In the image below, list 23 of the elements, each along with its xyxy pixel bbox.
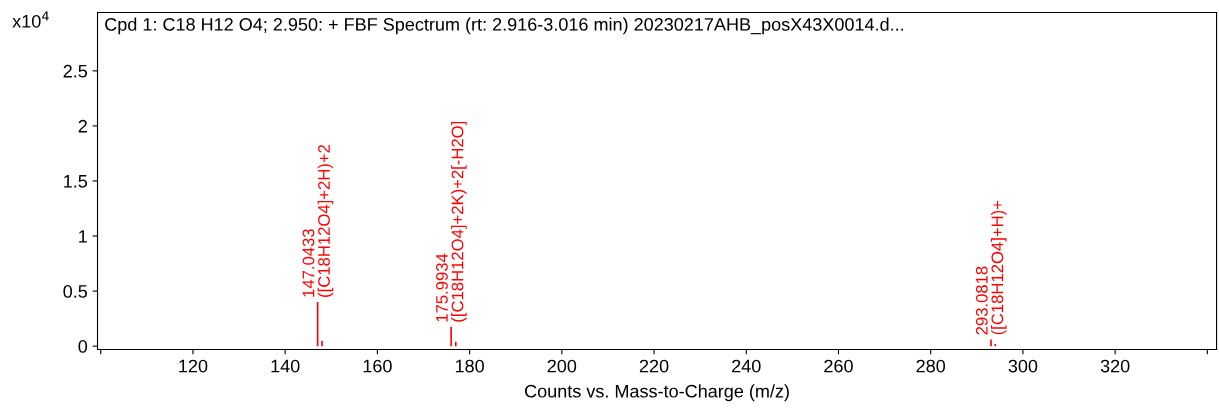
x-tick-label: 140 xyxy=(271,359,300,373)
x-tick-label: 300 xyxy=(1008,359,1038,373)
y-tick-label: 1.5 xyxy=(64,175,88,188)
annotation: 293.0818 ([C18H12O4]+H)+ xyxy=(975,200,1007,335)
y-tick-label: 2 xyxy=(78,119,87,133)
x-tick-label: 120 xyxy=(179,359,208,373)
y-tick-label: 0 xyxy=(78,340,88,353)
x-tick-label: 160 xyxy=(363,359,392,373)
annotation: 147.0433 ([C18H12O4]+2H)+2 xyxy=(302,144,334,297)
y-axis-title: x10$^{4}$ xyxy=(12,11,49,28)
x-tick-label: 260 xyxy=(824,359,853,373)
y-tick-label: 1 xyxy=(79,230,87,243)
x-tick-label: 200 xyxy=(547,359,577,373)
x-tick-label: 220 xyxy=(639,359,669,373)
x-tick-label: 180 xyxy=(455,359,484,373)
x-tick-label: 320 xyxy=(1100,359,1130,373)
chart-title: Cpd 1: C18 H12 O4; 2.950: + FBF Spectrum (rt: 2.916-3.016 min) 20230217AHB_posX43X0014.d... xyxy=(105,17,904,35)
y-tick-label: 0.5 xyxy=(63,285,88,298)
x-tick-label: 240 xyxy=(732,359,761,373)
x-axis-title: Counts vs. Mass-to-Charge (m/z) xyxy=(525,384,789,402)
y-tick-label: 2.5 xyxy=(63,64,88,78)
annotation: 175.9934 ([C18H12O4]+2K)+2[-H2O] xyxy=(436,121,467,322)
x-tick-label: 280 xyxy=(916,359,946,373)
